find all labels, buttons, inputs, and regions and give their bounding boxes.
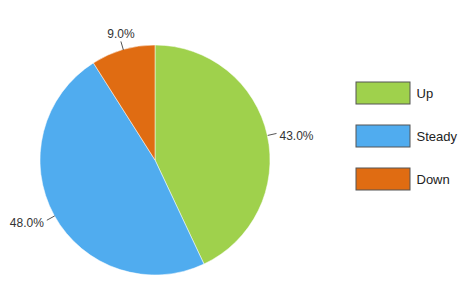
svg-text:43.0%: 43.0% xyxy=(280,129,314,143)
svg-text:9.0%: 9.0% xyxy=(107,27,135,41)
svg-text:48.0%: 48.0% xyxy=(10,216,44,230)
svg-text:Down: Down xyxy=(417,172,450,187)
svg-text:Steady: Steady xyxy=(417,129,458,144)
svg-text:Up: Up xyxy=(417,86,434,101)
